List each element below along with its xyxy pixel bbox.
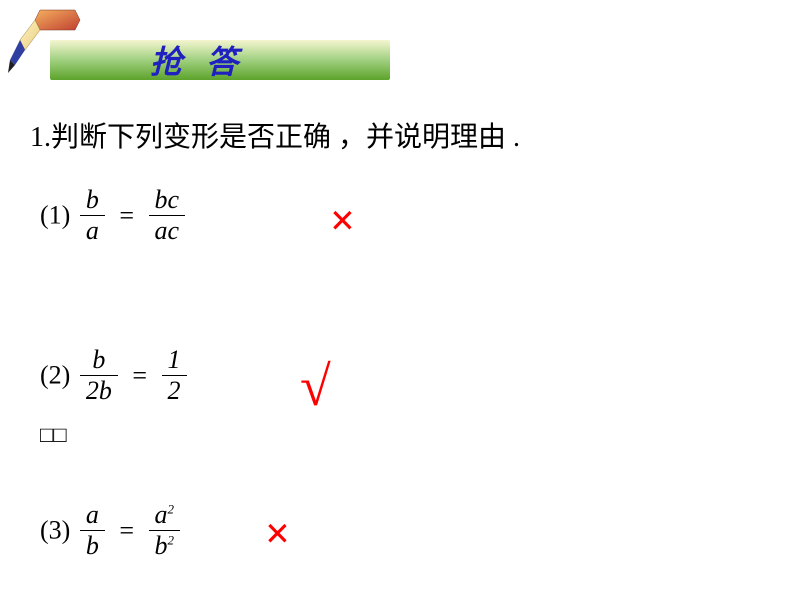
eq1-frac2-num: bc (149, 185, 186, 216)
eq2-frac1-num: b (80, 345, 118, 376)
eq3-frac1-den: b (80, 531, 105, 561)
equals-sign: = (119, 516, 134, 545)
mark-wrong-1: × (330, 195, 355, 246)
eq3-label: (3) (40, 516, 70, 545)
eq2-frac1: b 2b (80, 345, 118, 406)
eq1-frac1-den: a (80, 216, 105, 246)
header-banner: 抢 答 (50, 40, 390, 80)
mark-wrong-3: × (265, 508, 290, 559)
equals-sign: = (132, 361, 147, 390)
eq3-f2n-base: a (155, 500, 168, 529)
eq2-frac2-den: 2 (162, 376, 187, 406)
eq1-frac1-num: b (80, 185, 105, 216)
eq3-frac2-den: b2 (149, 531, 181, 561)
eq3-frac1-num: a (80, 500, 105, 531)
eq3-f2d-base: b (155, 531, 168, 560)
eq2-label: (2) (40, 361, 70, 390)
eq3-frac2-num: a2 (149, 500, 181, 531)
equals-sign: = (119, 201, 134, 230)
eq3-frac2: a2 b2 (149, 500, 181, 561)
eq3-f2n-sup: 2 (168, 501, 175, 516)
eq1-label: (1) (40, 201, 70, 230)
eq2-frac2: 1 2 (162, 345, 187, 406)
equation-1: (1) b a = bc ac (40, 185, 188, 246)
eq2-frac2-num: 1 (162, 345, 187, 376)
equation-2: (2) b 2b = 1 2 (40, 345, 190, 406)
eq3-frac1: a b (80, 500, 105, 561)
question-text: 1.判断下列变形是否正确 ，并说明理由 . (30, 115, 520, 155)
filler-boxes: □□ (40, 422, 67, 448)
header-title: 抢 答 (150, 37, 246, 83)
eq1-frac1: b a (80, 185, 105, 246)
eq1-frac2-den: ac (149, 216, 186, 246)
mark-correct-2: √ (300, 355, 331, 419)
eq1-frac2: bc ac (149, 185, 186, 246)
eq3-f2d-sup: 2 (168, 532, 175, 547)
equation-3: (3) a b = a2 b2 (40, 500, 183, 561)
eq2-frac1-den: 2b (80, 376, 118, 406)
